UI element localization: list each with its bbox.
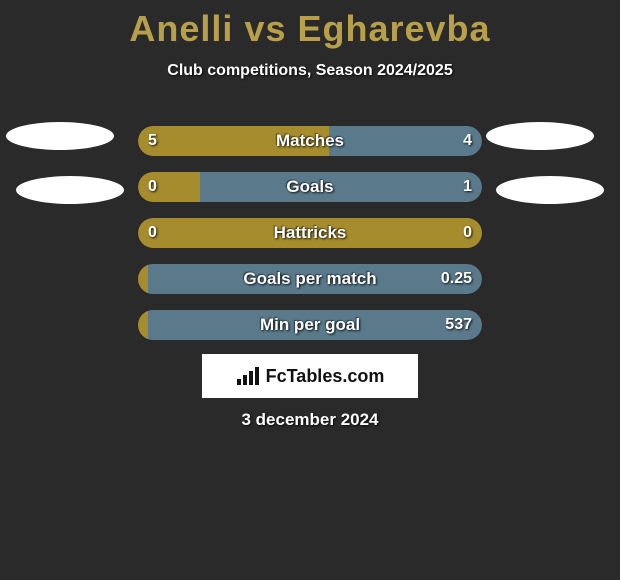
bar-wrap [138, 310, 482, 340]
stat-row: Min per goal537 [0, 302, 620, 348]
bar-fill-right [200, 172, 482, 202]
stat-value-right: 537 [445, 310, 472, 340]
infographic-container: Anelli vs Egharevba Club competitions, S… [0, 0, 620, 580]
bar-fill-right [148, 310, 482, 340]
bar-fill-left [138, 126, 329, 156]
stat-value-left: 5 [148, 126, 157, 156]
avatar-placeholder [486, 122, 594, 150]
bar-fill-left [138, 310, 148, 340]
stat-value-right: 1 [463, 172, 472, 202]
bar-fill-right [148, 264, 482, 294]
avatar-placeholder [16, 176, 124, 204]
bar-wrap [138, 172, 482, 202]
bar-fill-left [138, 264, 148, 294]
date-label: 3 december 2024 [0, 410, 620, 430]
bar-wrap [138, 218, 482, 248]
avatar-placeholder [496, 176, 604, 204]
stat-value-right: 0.25 [441, 264, 472, 294]
stat-value-right: 0 [463, 218, 472, 248]
bar-fill-right [329, 126, 482, 156]
stat-value-left: 0 [148, 172, 157, 202]
watermark-text: FcTables.com [266, 366, 385, 387]
bar-fill-left [138, 218, 482, 248]
stat-row: Goals per match0.25 [0, 256, 620, 302]
page-title: Anelli vs Egharevba [0, 0, 620, 50]
stat-value-right: 4 [463, 126, 472, 156]
stat-value-left: 0 [148, 218, 157, 248]
bar-wrap [138, 126, 482, 156]
bar-chart-icon [236, 366, 260, 386]
watermark: FcTables.com [202, 354, 418, 398]
bar-wrap [138, 264, 482, 294]
avatar-placeholder [6, 122, 114, 150]
subtitle: Club competitions, Season 2024/2025 [0, 62, 620, 80]
stat-row: Hattricks00 [0, 210, 620, 256]
comparison-chart: Matches54Goals01Hattricks00Goals per mat… [0, 118, 620, 348]
